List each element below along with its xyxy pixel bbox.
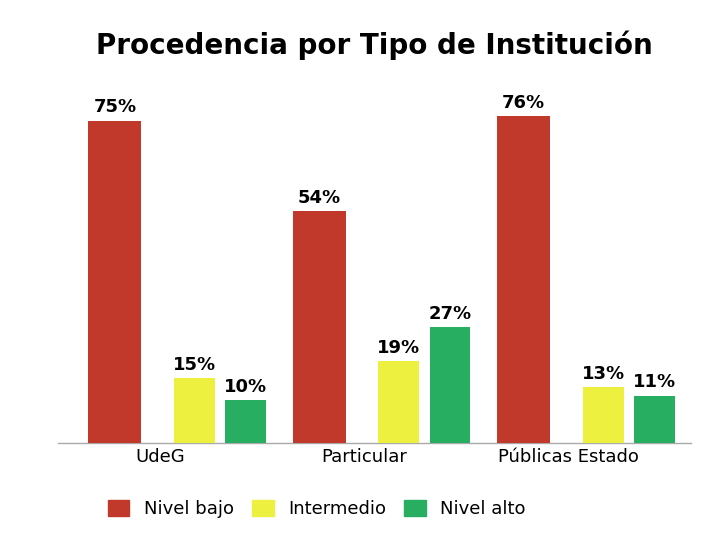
Text: 60: 60 [684,15,709,33]
Text: 27%: 27% [428,305,472,322]
Legend: Nivel bajo, Intermedio, Nivel alto: Nivel bajo, Intermedio, Nivel alto [101,493,533,525]
Text: 11%: 11% [633,373,676,392]
Text: 15%: 15% [173,356,216,374]
Bar [497,116,550,443]
Bar [174,379,215,443]
Text: 54%: 54% [297,188,341,206]
Bar [583,387,624,443]
Bar [379,361,419,443]
Bar [225,400,266,443]
Text: 76%: 76% [502,94,545,112]
Text: 19%: 19% [377,339,420,357]
Bar [292,211,346,443]
Bar [634,395,675,443]
Title: Procedencia por Tipo de Institución: Procedencia por Tipo de Institución [96,30,653,60]
Text: 10%: 10% [224,377,267,395]
Bar [89,120,141,443]
Text: 13%: 13% [582,364,625,383]
Text: 75%: 75% [94,98,136,116]
Bar [430,327,470,443]
